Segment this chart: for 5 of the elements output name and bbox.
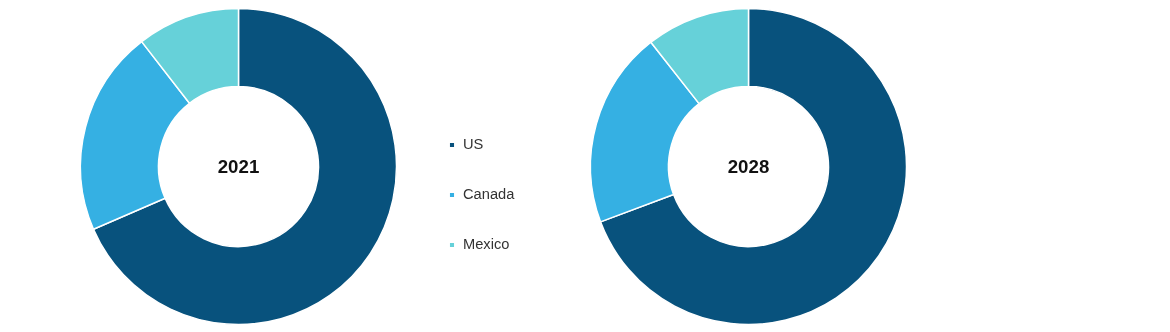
legend-label: Canada (463, 186, 515, 202)
text: 2021 (217, 156, 260, 177)
text: 2028 (727, 156, 770, 177)
legend-label: Mexico (463, 236, 510, 252)
legend-label: US (463, 136, 484, 152)
